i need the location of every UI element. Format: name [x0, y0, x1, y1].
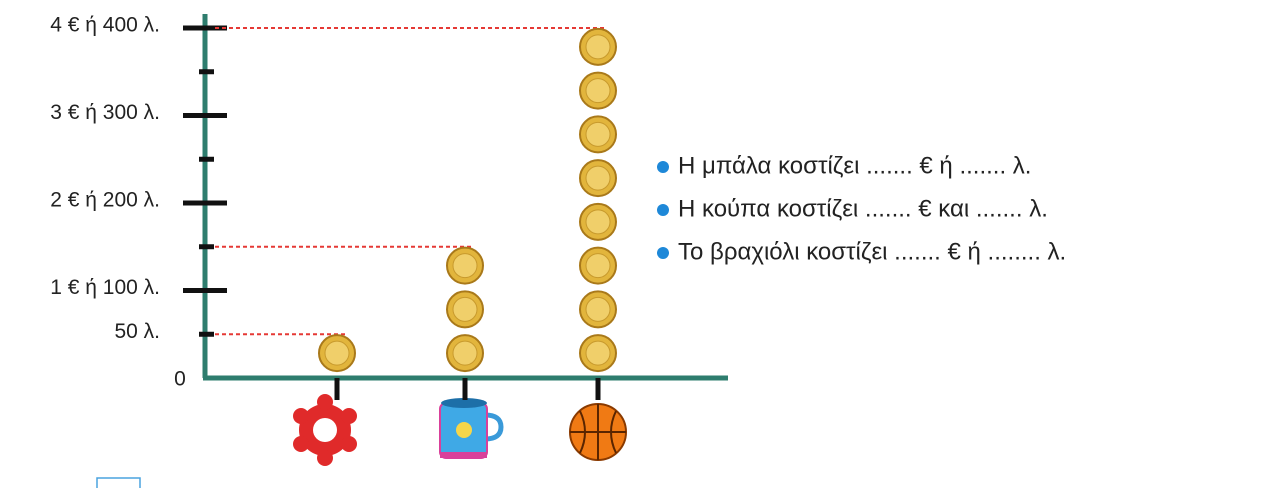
coin-inner	[585, 209, 611, 235]
coin-inner	[585, 340, 611, 366]
coin-inner	[585, 296, 611, 322]
cup-icon	[439, 398, 504, 459]
coin-stack	[579, 27, 617, 373]
bracelet-icon	[293, 394, 357, 466]
y-tick-label: 50 λ.	[114, 320, 160, 343]
box	[96, 477, 141, 488]
coin-inner	[585, 253, 611, 279]
coin-inner	[585, 78, 611, 104]
coin-inner	[452, 296, 478, 322]
y-tick-label: 1 € ή 100 λ.	[50, 276, 160, 299]
bullet	[657, 204, 669, 216]
annotation: Το βραχιόλι κοστίζει ....... € ή .......…	[678, 238, 1066, 265]
coin-inner	[452, 340, 478, 366]
coin-stack	[318, 334, 356, 373]
annotation: Η μπάλα κοστίζει ....... € ή ....... λ.	[678, 152, 1031, 179]
y-tick-label: 0	[174, 368, 186, 391]
coin-stack	[446, 246, 484, 373]
bullet	[657, 161, 669, 173]
y-tick-label: 2 € ή 200 λ.	[50, 189, 160, 212]
coin-inner	[324, 340, 350, 366]
coin-inner	[452, 253, 478, 279]
y-tick-label: 3 € ή 300 λ.	[50, 101, 160, 124]
y-tick-label: 4 € ή 400 λ.	[50, 14, 160, 37]
coin-inner	[585, 34, 611, 60]
coin-inner	[585, 121, 611, 147]
annotation: Η κούπα κοστίζει ....... € και ....... λ…	[678, 195, 1048, 222]
coin-inner	[585, 165, 611, 191]
ball-icon	[569, 403, 627, 461]
bullet	[657, 247, 669, 259]
